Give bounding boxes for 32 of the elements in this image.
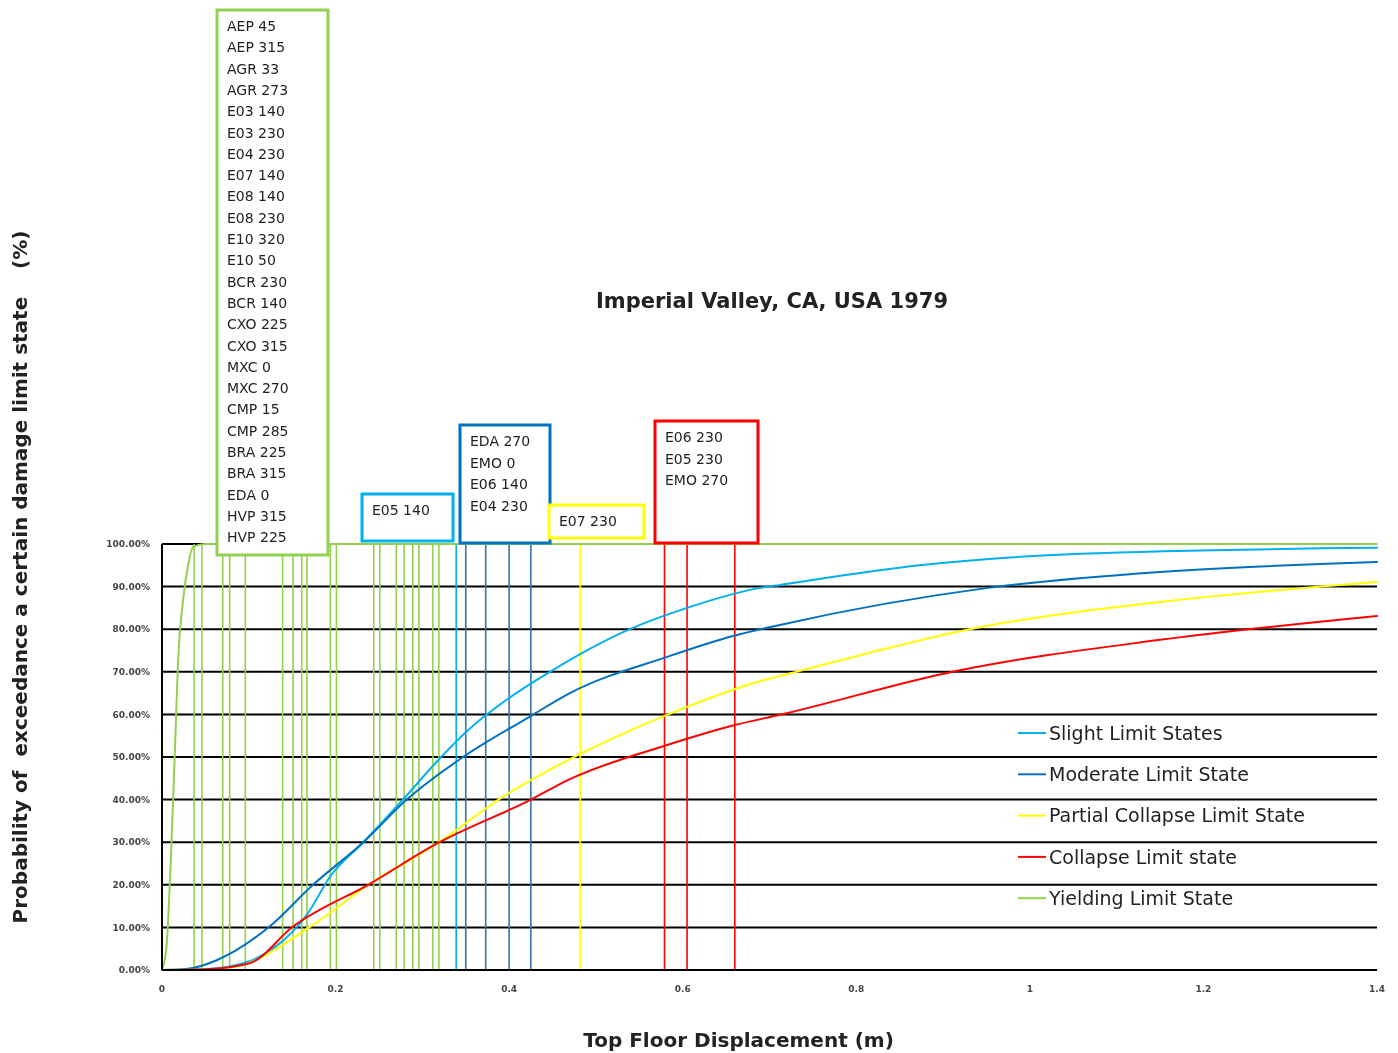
y-tick-label: 20.00% (112, 879, 150, 890)
legend-label: Moderate Limit State (1049, 762, 1249, 785)
y-tick-label: 30.00% (112, 837, 150, 848)
text: AEP 45 AEP 315 AGR 33 AGR 273 E03 140 E03 230 E04 230 E07 140 E08 140 E08 230 E10 320 E10 50 BCR 230 BCR 140 CXO 225 CXO 315 MXC 0 MXC 270 CMP 15 CMP 285 BRA 225 BRA 315 EDA 0 HVP 315 HVP 225 (227, 18, 289, 546)
y-tick-label: 0.00% (118, 965, 150, 976)
y-tick-label: 50.00% (112, 752, 150, 763)
y-axis-title: Probability of exceedance a certain damage limit state (%) (8, 230, 32, 924)
x-tick-label: 0 (158, 984, 166, 994)
y-tick-label: 10.00% (112, 922, 150, 933)
y-tick-label: 40.00% (112, 794, 150, 805)
chart-title: Imperial Valley, CA, USA 1979 (596, 289, 948, 313)
legend-label: Slight Limit States (1049, 721, 1223, 744)
x-tick-label: 0.8 (848, 984, 865, 994)
x-tick-label: 1.2 (1195, 984, 1212, 994)
legend-label: Collapse Limit state (1049, 845, 1238, 868)
x-tick-label: 0.6 (674, 984, 691, 994)
x-axis-title: Top Floor Displacement (m) (583, 1028, 894, 1052)
x-tick-label: 0.2 (327, 984, 344, 994)
legend-label: Yielding Limit State (1048, 886, 1234, 909)
y-tick-label: 80.00% (112, 624, 150, 635)
text: E06 230 E05 230 EMO 270 (665, 429, 729, 488)
x-tick-label: 1.4 (1369, 984, 1385, 994)
y-tick-label: 100.00% (106, 539, 150, 550)
x-tick-label: 1 (1026, 984, 1033, 994)
x-tick-label: 0.4 (501, 984, 518, 994)
legend-label: Partial Collapse Limit State (1049, 804, 1305, 827)
text: E07 230 (559, 513, 617, 529)
text: E05 140 (372, 502, 430, 518)
y-tick-label: 70.00% (112, 666, 150, 677)
text: EDA 270 EMO 0 E06 140 E04 230 (470, 433, 531, 514)
y-tick-label: 90.00% (112, 581, 150, 592)
y-tick-label: 60.00% (112, 709, 150, 720)
